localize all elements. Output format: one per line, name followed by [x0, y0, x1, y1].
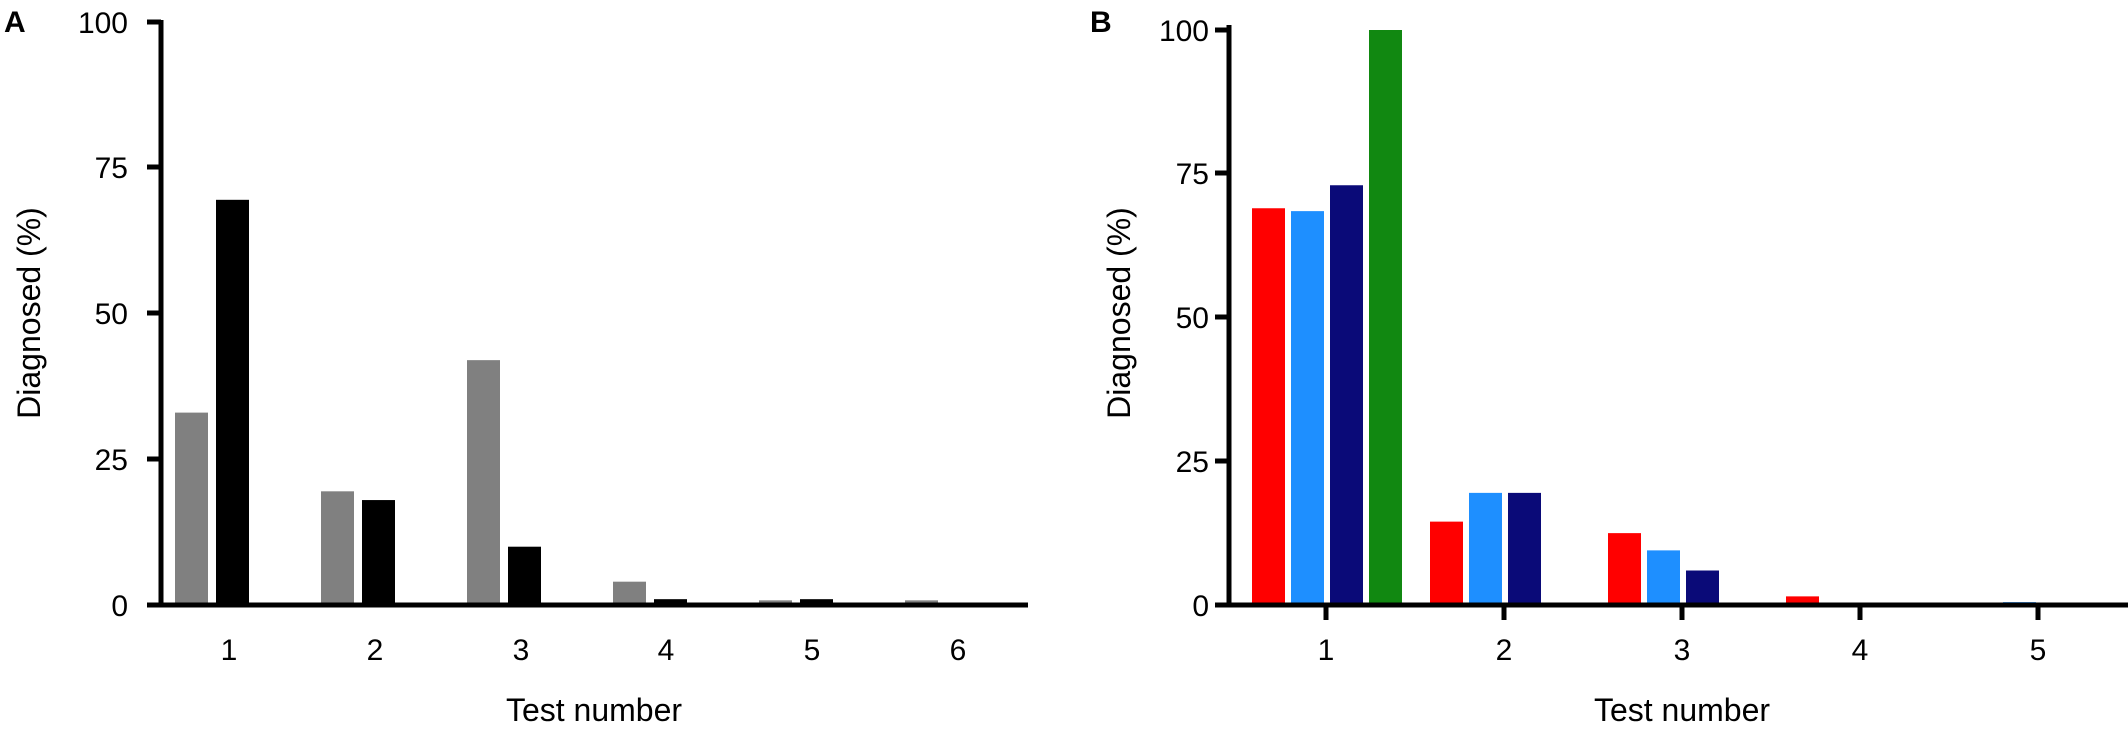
- panel-a-xtick-label-3: 3: [513, 634, 530, 667]
- panel-a-bar-test-5-series-2: [800, 599, 833, 605]
- panel-a-bar-test-4-series-2: [654, 599, 687, 605]
- panel-a-ytick-label-100: 100: [78, 7, 128, 40]
- panel-a-y-ticks: 0 25 50 75 100: [78, 7, 161, 623]
- panel-a-ytick-label-50: 50: [95, 298, 128, 331]
- panel-b-xtick-label-1: 1: [1318, 634, 1335, 667]
- panel-b-x-axis-title: Test number: [1594, 692, 1770, 728]
- panel-a-bar-test-4-series-1: [613, 581, 646, 605]
- panel-a-ytick-label-25: 25: [95, 444, 128, 477]
- panel-b-bar-test-1-series-4: [1369, 30, 1402, 605]
- panel-b-xtick-label-4: 4: [1852, 634, 1869, 667]
- panel-b-xtick-label-2: 2: [1496, 634, 1513, 667]
- panel-a-bar-test-1-series-2: [216, 199, 249, 605]
- panel-b-bars: [1252, 30, 2036, 605]
- panel-b-ytick-label-0: 0: [1192, 590, 1209, 623]
- panel-a-bar-test-3-series-1: [467, 360, 500, 605]
- panel-a-xtick-label-4: 4: [658, 634, 675, 667]
- panel-a-ytick-label-0: 0: [111, 590, 128, 623]
- panel-a-y-axis-title: Diagnosed (%): [11, 207, 47, 419]
- panel-b-bar-test-1-series-1: [1252, 208, 1285, 605]
- panel-a-bar-test-2-series-1: [321, 491, 354, 605]
- panel-a-xtick-label-2: 2: [367, 634, 384, 667]
- panel-b-ytick-label-75: 75: [1176, 158, 1209, 191]
- panel-a-xtick-label-1: 1: [221, 634, 238, 667]
- panel-b-ytick-label-100: 100: [1159, 15, 1209, 48]
- panel-b-xtick-label-3: 3: [1674, 634, 1691, 667]
- panel-b-bar-test-2-series-2: [1469, 492, 1502, 605]
- panel-a-ytick-label-75: 75: [95, 152, 128, 185]
- panel-b-bar-test-3-series-1: [1608, 533, 1641, 605]
- panel-b-x-tick-marks: [1323, 605, 2041, 620]
- panel-a: A 0 25 50 75 100 1 2 3 4 5 6 Test number…: [4, 6, 1028, 728]
- panel-b-ytick-label-25: 25: [1176, 446, 1209, 479]
- panel-a-bar-test-3-series-2: [508, 546, 541, 605]
- panel-a-bar-test-1-series-1: [175, 412, 208, 605]
- panel-b-y-ticks: 0 25 50 75 100: [1159, 15, 1229, 623]
- panel-b-bar-test-1-series-3: [1330, 185, 1363, 605]
- panel-b-xtick-label-5: 5: [2030, 634, 2047, 667]
- panel-b-ytick-label-50: 50: [1176, 302, 1209, 335]
- panel-b-x-ticks: 1 2 3 4 5: [1318, 634, 2047, 667]
- panel-a-x-axis-title: Test number: [506, 692, 682, 728]
- panel-b: B 0 25 50 75 100 1 2 3 4: [1090, 6, 2128, 728]
- panel-b-bar-test-3-series-2: [1647, 550, 1680, 605]
- panel-b-bar-test-2-series-1: [1430, 521, 1463, 605]
- panel-a-xtick-label-6: 6: [950, 634, 967, 667]
- panel-b-bar-test-3-series-3: [1686, 570, 1719, 605]
- panel-a-x-ticks: 1 2 3 4 5 6: [221, 634, 967, 667]
- panel-b-bar-test-4-series-1: [1786, 596, 1819, 605]
- panel-a-bars: [175, 199, 938, 605]
- panel-b-bar-test-2-series-3: [1508, 492, 1541, 605]
- panel-b-y-axis-title: Diagnosed (%): [1101, 207, 1137, 419]
- panel-b-bar-test-1-series-2: [1291, 211, 1324, 605]
- panel-b-label: B: [1090, 6, 1112, 39]
- panel-a-xtick-label-5: 5: [804, 634, 821, 667]
- panel-a-bar-test-2-series-2: [362, 500, 395, 605]
- panel-a-label: A: [4, 6, 26, 39]
